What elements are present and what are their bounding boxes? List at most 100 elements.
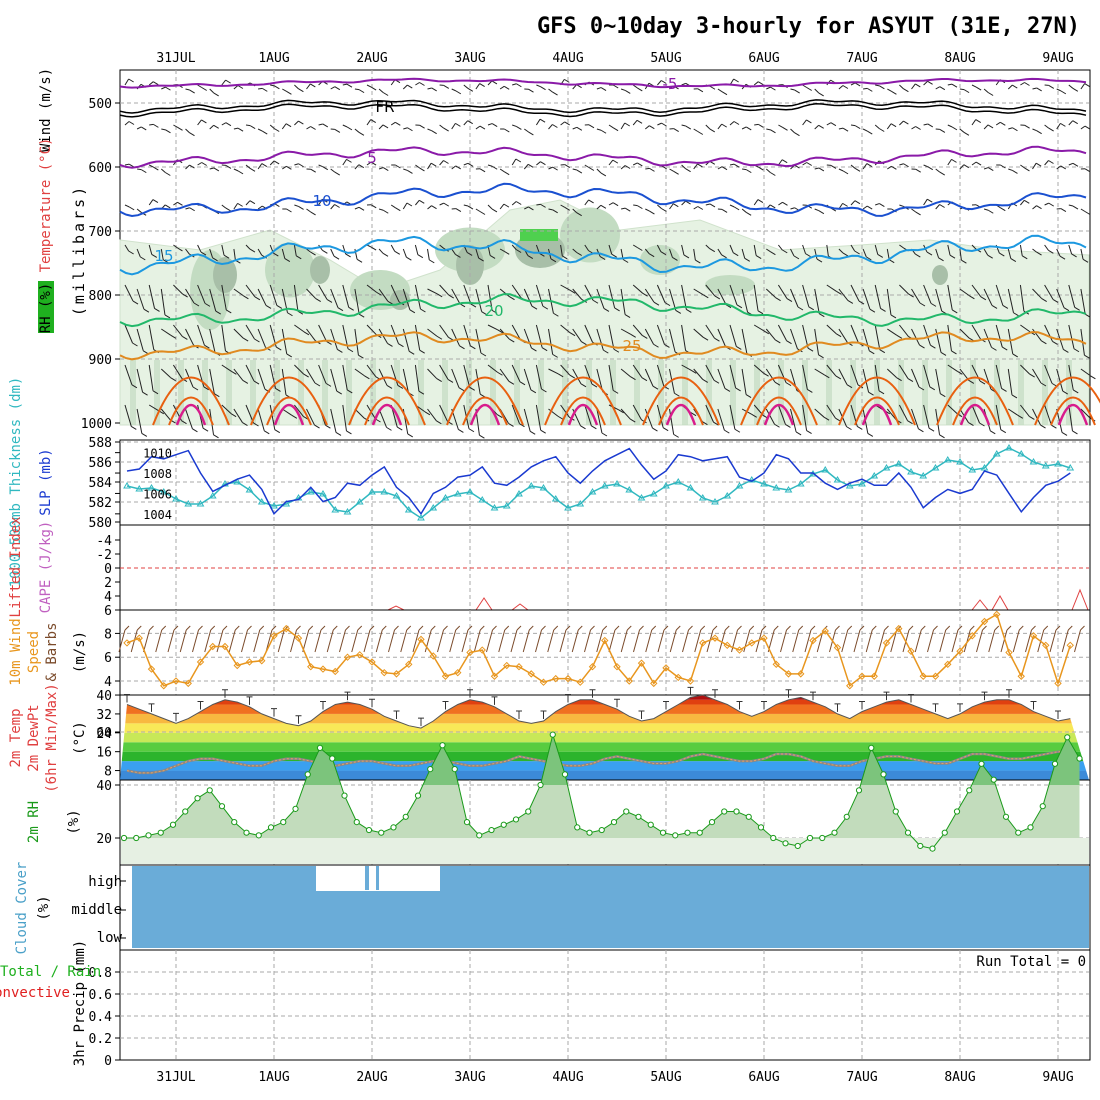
wind-barb-flag (1024, 199, 1030, 204)
wind10-barb (939, 629, 947, 653)
wind10-barb (865, 629, 873, 653)
wind-barb (911, 328, 920, 346)
wind-barb (1068, 404, 1073, 432)
wind-barb (548, 368, 559, 375)
wind-barb-flag (675, 310, 682, 314)
rh2m-marker (610, 819, 618, 826)
wind-barb (1068, 120, 1074, 126)
wind-barb (1068, 244, 1073, 255)
wind-barb (850, 284, 860, 302)
wind-barb-flag (370, 119, 376, 123)
wind-barb-flag (618, 409, 624, 414)
series-marker (650, 679, 658, 688)
wind10-barb (510, 629, 518, 653)
rh2m-marker (292, 805, 299, 812)
wind-barb-flag (963, 89, 970, 94)
wind-barb (463, 162, 469, 166)
li-bump (991, 594, 1009, 611)
wind-barb (923, 164, 928, 168)
wind-barb (632, 284, 643, 294)
wind-barb-flag (625, 90, 631, 94)
wind10-barb-flag (884, 625, 889, 631)
rh-shading-column (874, 360, 880, 425)
wind-barb-flag (345, 253, 351, 258)
isotherm-arc (348, 376, 426, 426)
wind10-barb (755, 629, 763, 653)
wind10-barb-flag (1080, 625, 1085, 631)
wind-barb (463, 84, 469, 89)
wind-barb (342, 404, 347, 432)
wind-barb (887, 165, 892, 170)
wind-barb-flag (649, 125, 655, 130)
wind-barb-flag (702, 379, 709, 383)
tick-label: 1010 (143, 447, 172, 461)
wind-barb (705, 404, 714, 423)
wind-barb (209, 248, 214, 258)
wind-barb-flag (326, 298, 333, 303)
wind-barb (1056, 248, 1061, 257)
wind-barb-flag (231, 370, 237, 375)
wind-barb-flag (613, 348, 620, 353)
wind-barb (294, 404, 304, 417)
wind-barb (136, 328, 144, 351)
wind10-barb-flag (492, 625, 497, 631)
wind-barb-flag (213, 167, 220, 172)
wind-barb-flag (1017, 414, 1024, 419)
wind-barb (354, 408, 365, 419)
wind-barb-flag (497, 329, 503, 334)
wind-barb (548, 208, 553, 211)
wind-barb (451, 123, 456, 130)
wind10-barb-flag (1006, 625, 1012, 631)
wind10-barb-flag (136, 625, 142, 631)
wind-barb (197, 84, 202, 88)
wind-barb (475, 248, 480, 259)
wind-barb (402, 288, 411, 310)
wind-barb-flag (298, 120, 304, 125)
rh-shading-column (394, 360, 400, 425)
wind-barb (1080, 368, 1091, 377)
wind-barb (693, 128, 699, 132)
rh2m-marker (561, 771, 569, 778)
isotherm-arc (446, 376, 524, 426)
wind-barb (1032, 162, 1037, 170)
wind-barb (330, 168, 336, 173)
wind-barb-flag (818, 92, 824, 97)
rh2m-marker (757, 824, 765, 831)
wind10-barb-flag (320, 625, 326, 631)
wind-barb-flag (275, 388, 281, 392)
rh2m-marker (990, 776, 997, 783)
rh2m-marker (329, 755, 336, 762)
wind-barb (511, 324, 521, 341)
wind-barb-flag (1082, 258, 1089, 263)
rh2m-marker (476, 832, 483, 839)
wind-barb-flag (819, 313, 825, 318)
series-marker (833, 643, 842, 652)
slp-thickness-lines (123, 444, 1075, 521)
wind10-barb-flag (651, 625, 657, 631)
wind-barb (814, 368, 825, 376)
temp-minmax-tick (663, 701, 669, 710)
wind10-barb (1000, 629, 1008, 653)
wind-barb-flag (407, 127, 413, 132)
wind-barb-flag (436, 420, 442, 425)
tick-label: 16 (96, 746, 112, 761)
wind-barb (886, 288, 892, 316)
wind-barb-flag (249, 248, 256, 253)
wind-barb (1020, 199, 1025, 206)
wind-barb-flag (177, 126, 183, 131)
wind-barb-flag (358, 354, 364, 359)
wind-barb (644, 288, 655, 303)
wind-barb (487, 324, 498, 331)
wind-barb (257, 205, 263, 210)
wind-barb (935, 288, 943, 312)
wind10-barb-flag (920, 625, 926, 631)
wind-barb (729, 364, 737, 389)
wind10-barb-flag (835, 625, 840, 631)
wind-barb-flag (249, 125, 256, 130)
wind-barb (390, 364, 399, 386)
wind-barb (790, 288, 799, 308)
isotherm-label: 20 (484, 302, 503, 320)
temp-minmax-tick (222, 689, 228, 698)
wind-barb-flag (276, 305, 283, 309)
wind-barb (935, 204, 940, 210)
